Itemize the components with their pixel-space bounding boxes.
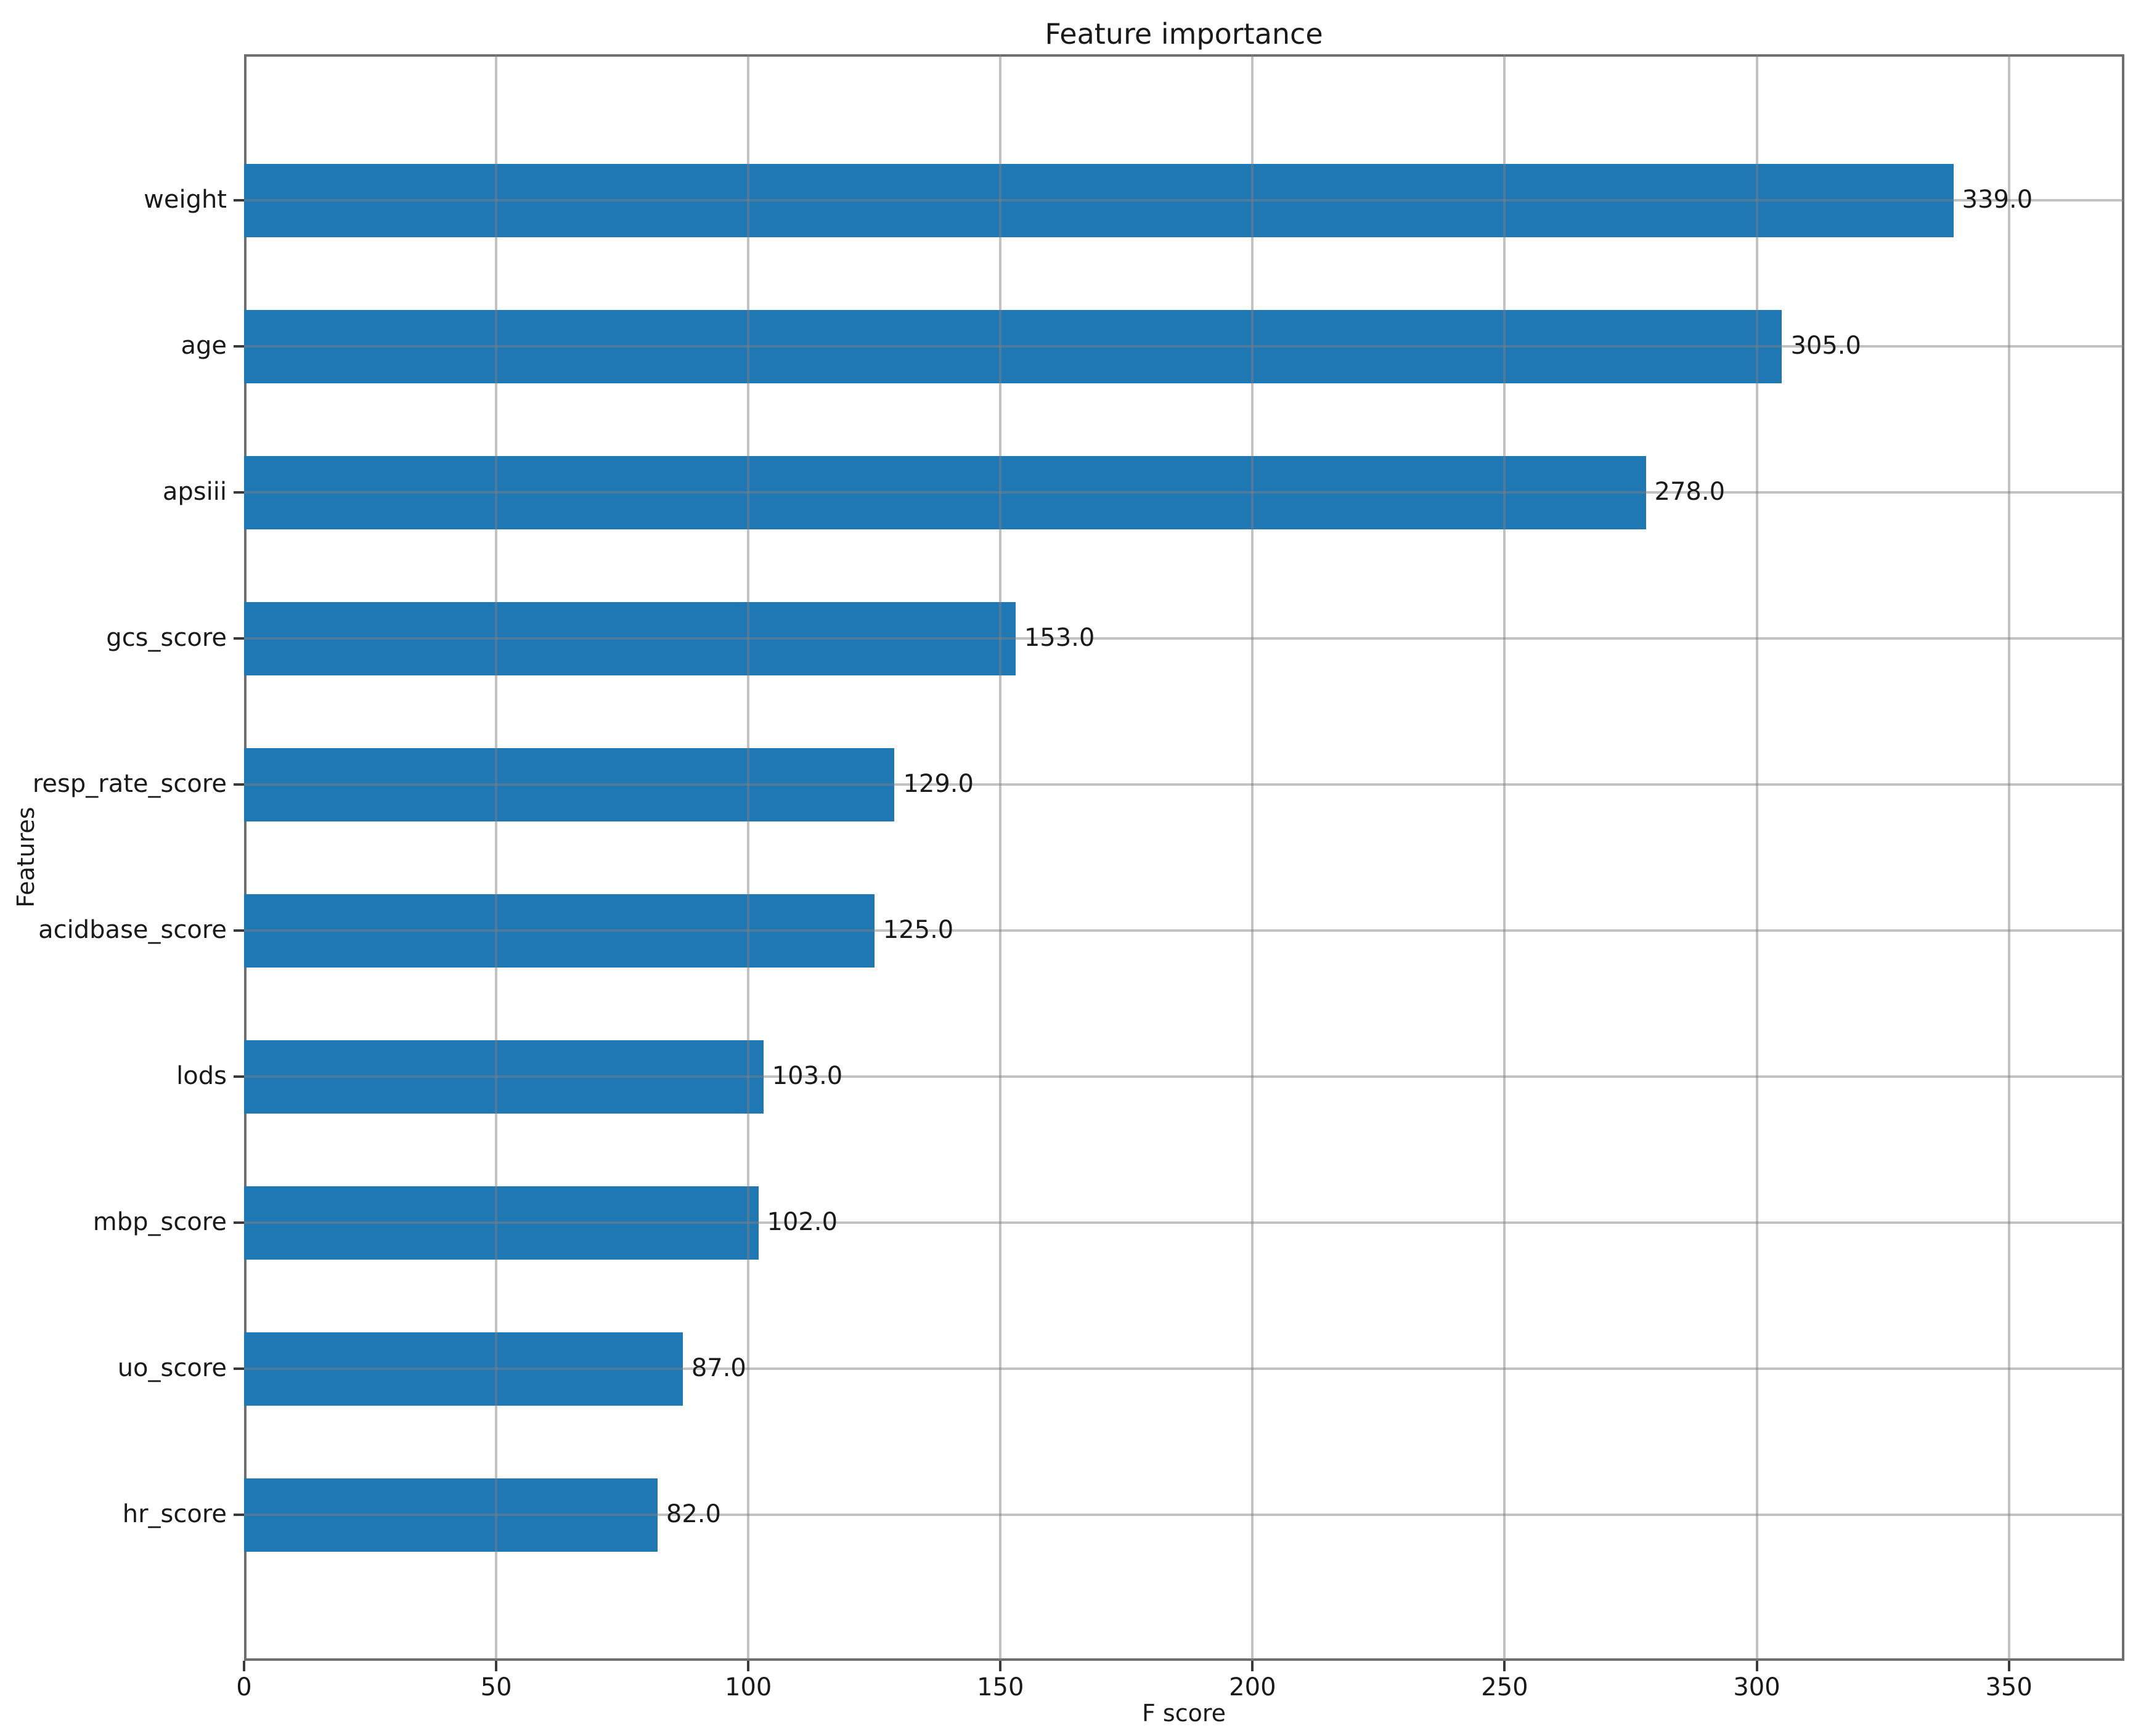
y-tick-label: age — [181, 332, 227, 361]
bar-value-label: 305.0 — [1790, 332, 1861, 361]
x-tick-mark — [1755, 1661, 1758, 1671]
x-tick-label: 350 — [1985, 1673, 2033, 1701]
x-tick-label: 250 — [1481, 1673, 1528, 1701]
x-tick-mark — [495, 1661, 498, 1671]
chart-title: Feature importance — [1045, 17, 1323, 51]
x-tick-label: 300 — [1733, 1673, 1780, 1701]
bar — [244, 1332, 683, 1406]
gridline-x — [747, 54, 750, 1661]
gridline-y — [244, 1075, 2124, 1078]
x-axis-label: F score — [1141, 1700, 1226, 1727]
gridline-x — [1503, 54, 1506, 1661]
y-tick-mark — [234, 491, 244, 494]
gridline-y — [244, 783, 2124, 786]
y-axis-label: Features — [12, 807, 39, 908]
gridline-x — [999, 54, 1002, 1661]
bar-value-label: 102.0 — [767, 1208, 838, 1237]
x-tick-mark — [2007, 1661, 2010, 1671]
x-tick-label: 50 — [480, 1673, 512, 1701]
gridline-y — [244, 345, 2124, 348]
y-tick-mark — [234, 1514, 244, 1516]
x-tick-label: 150 — [977, 1673, 1024, 1701]
gridline-x — [495, 54, 498, 1661]
bar-value-label: 153.0 — [1024, 624, 1095, 653]
gridline-y — [244, 199, 2124, 202]
y-tick-label: weight — [144, 185, 227, 214]
bar — [244, 455, 1646, 529]
bar-value-label: 129.0 — [903, 770, 974, 799]
bar — [244, 1478, 658, 1552]
x-tick-mark — [1503, 1661, 1506, 1671]
gridline-y — [244, 1221, 2124, 1224]
x-tick-mark — [747, 1661, 750, 1671]
bar-value-label: 339.0 — [1962, 185, 2033, 214]
x-tick-mark — [243, 1661, 245, 1671]
gridline-x — [1251, 54, 1254, 1661]
bar-value-label: 278.0 — [1654, 478, 1726, 507]
bar — [244, 894, 875, 968]
y-tick-mark — [234, 637, 244, 640]
gridline-y — [244, 929, 2124, 932]
y-tick-mark — [234, 1367, 244, 1370]
bar-value-label: 82.0 — [666, 1500, 721, 1529]
bar-value-label: 103.0 — [772, 1062, 843, 1091]
bar — [244, 309, 1782, 383]
bar — [244, 1186, 759, 1260]
y-tick-mark — [234, 1221, 244, 1224]
gridline-y — [244, 637, 2124, 640]
plot-area — [244, 54, 2124, 1661]
bar — [244, 748, 895, 821]
y-tick-mark — [234, 345, 244, 348]
bar — [244, 163, 1954, 237]
x-tick-label: 200 — [1229, 1673, 1276, 1701]
y-tick-mark — [234, 783, 244, 786]
bar — [244, 1040, 764, 1114]
y-tick-label: acidbase_score — [38, 916, 227, 945]
y-tick-label: resp_rate_score — [32, 770, 227, 799]
bar-value-label: 87.0 — [691, 1354, 746, 1383]
gridline-y — [244, 1514, 2124, 1516]
gridline-x — [1755, 54, 1758, 1661]
gridline-y — [244, 1367, 2124, 1370]
y-tick-label: uo_score — [117, 1354, 227, 1383]
y-tick-label: hr_score — [122, 1500, 227, 1529]
x-tick-mark — [999, 1661, 1002, 1671]
x-tick-label: 100 — [724, 1673, 772, 1701]
y-tick-mark — [234, 199, 244, 202]
y-tick-label: gcs_score — [106, 624, 227, 653]
y-tick-label: mbp_score — [92, 1208, 227, 1237]
gridline-y — [244, 491, 2124, 494]
y-tick-label: lods — [176, 1062, 227, 1091]
x-tick-label: 0 — [236, 1673, 252, 1701]
x-tick-mark — [1251, 1661, 1254, 1671]
gridline-x — [2007, 54, 2010, 1661]
y-tick-label: apsiii — [162, 478, 227, 507]
y-tick-mark — [234, 1075, 244, 1078]
y-tick-mark — [234, 929, 244, 932]
bar-value-label: 125.0 — [883, 916, 954, 945]
bar — [244, 601, 1016, 675]
